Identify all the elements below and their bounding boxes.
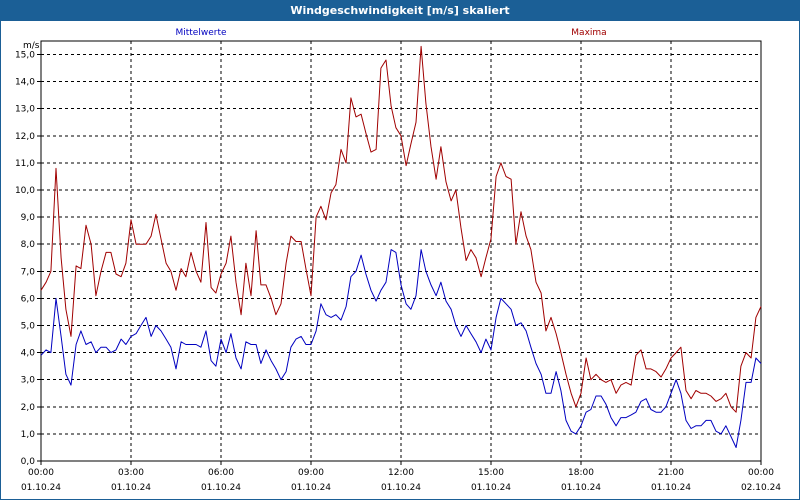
legend: Mittelwerte Maxima bbox=[175, 28, 606, 38]
x-tick-time-label: 12:00 bbox=[388, 468, 414, 478]
y-tick-label: 14,0 bbox=[15, 78, 35, 88]
y-tick-label: 8,0 bbox=[21, 240, 36, 250]
series-line-maxima bbox=[40, 45, 762, 413]
x-tick-time-label: 15:00 bbox=[478, 468, 504, 478]
x-tick-time-label: 18:00 bbox=[568, 468, 594, 478]
x-tick-time-label: 06:00 bbox=[208, 468, 234, 478]
y-axis-label: m/s bbox=[23, 41, 40, 51]
legend-maxima: Maxima bbox=[571, 28, 606, 38]
data-series bbox=[40, 45, 762, 448]
y-tick-label: 10,0 bbox=[15, 186, 35, 196]
y-tick-label: 2,0 bbox=[21, 403, 36, 413]
x-tick-date-label: 01.10.24 bbox=[561, 483, 601, 493]
y-tick-label: 6,0 bbox=[21, 294, 36, 304]
y-axis: 0,0 1,0 2,0 3,0 4,0 5,0 6,0 7,0 8,0 9,0 10,0 11,0 12… bbox=[15, 41, 41, 467]
x-tick-time-label: 21:00 bbox=[658, 468, 684, 478]
y-tick-label: 13,0 bbox=[15, 105, 35, 115]
y-tick-label: 1,0 bbox=[21, 430, 36, 440]
y-tick-label: 3,0 bbox=[21, 376, 36, 386]
y-tick-label: 15,0 bbox=[15, 51, 35, 61]
y-tick-label: 9,0 bbox=[21, 213, 36, 223]
y-tick-label: 0,0 bbox=[21, 457, 36, 467]
x-tick-date-label: 01.10.24 bbox=[201, 483, 241, 493]
x-tick-date-label: 01.10.24 bbox=[651, 483, 691, 493]
grid-lines bbox=[41, 41, 761, 462]
x-tick-date-label: 01.10.24 bbox=[111, 483, 151, 493]
y-tick-label: 5,0 bbox=[21, 322, 36, 332]
x-tick-time-label: 00:00 bbox=[28, 468, 54, 478]
legend-mittelwerte: Mittelwerte bbox=[175, 28, 226, 38]
y-tick-label: 4,0 bbox=[21, 349, 36, 359]
x-tick-time-label: 09:00 bbox=[298, 468, 324, 478]
x-tick-date-label: 01.10.24 bbox=[291, 483, 331, 493]
y-tick-label: 12,0 bbox=[15, 132, 35, 142]
x-tick-date-label: 01.10.24 bbox=[471, 483, 511, 493]
x-tick-time-label: 00:00 bbox=[748, 468, 774, 478]
x-tick-date-label: 02.10.24 bbox=[741, 483, 781, 493]
wind-speed-chart: 0,0 1,0 2,0 3,0 4,0 5,0 6,0 7,0 8,0 9,0 10,0 11,0 12… bbox=[15, 28, 781, 493]
chart-title: Windgeschwindigkeit [m/s] skaliert bbox=[1, 1, 799, 21]
series-line-mittelwerte bbox=[40, 249, 762, 448]
x-tick-date-label: 01.10.24 bbox=[21, 483, 61, 493]
y-tick-label: 11,0 bbox=[15, 159, 35, 169]
x-axis: 00:00 01.10.24 03:00 01.10.24 06:00 01.10.24 0… bbox=[21, 461, 781, 493]
y-tick-label: 7,0 bbox=[21, 267, 36, 277]
x-tick-time-label: 03:00 bbox=[118, 468, 144, 478]
x-tick-date-label: 01.10.24 bbox=[381, 483, 421, 493]
